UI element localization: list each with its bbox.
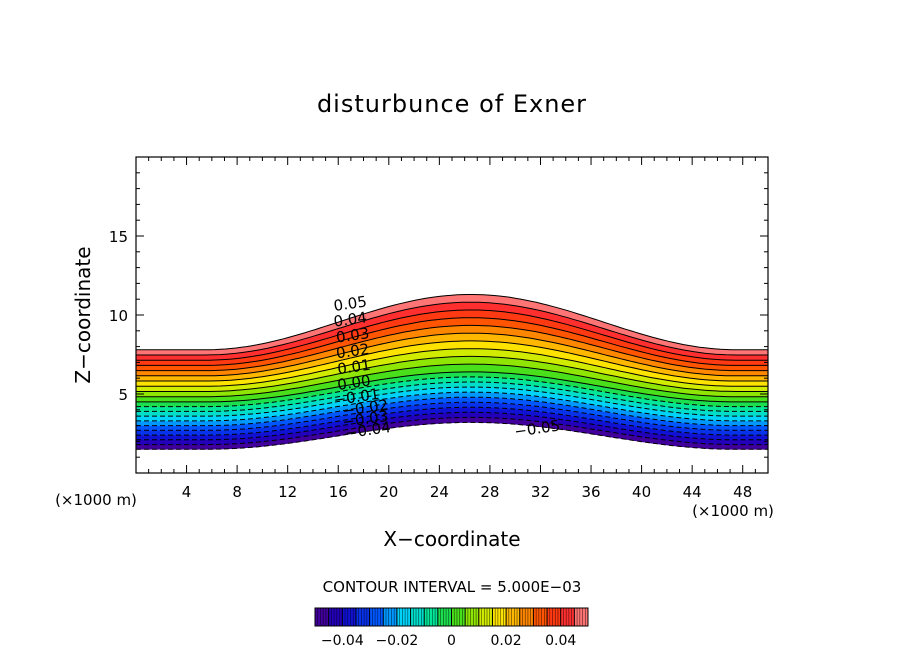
contour-line [136, 406, 768, 436]
x-tick-label: 16 [329, 483, 348, 501]
colorbar-tick-label: 0 [447, 633, 456, 649]
colorbar-swatch [492, 608, 507, 626]
colorbar-swatch [465, 608, 480, 626]
x-tick-label: 40 [632, 483, 651, 501]
axis-ticks [136, 157, 768, 473]
colorbar-swatch [560, 608, 575, 626]
colorbar-frame [314, 607, 589, 627]
contour-line [136, 391, 768, 422]
colorbar-swatch [574, 608, 589, 626]
contour-line [136, 411, 768, 441]
contour-label: 0.03 [335, 324, 371, 346]
y-axis-unit: (×1000 m) [55, 491, 137, 509]
colorbar-swatch [437, 608, 452, 626]
colorbar-swatch [328, 608, 343, 626]
x-tick-labels: 4 8 12 16 20 24 28 32 36 40 44 48 [182, 483, 752, 501]
y-tick-label: 15 [109, 228, 128, 246]
colorbar-swatch [478, 608, 493, 626]
contour-line [136, 363, 768, 398]
contour-line [136, 348, 768, 387]
contour-label: 0.02 [335, 340, 371, 362]
contour-label: 0.05 [332, 292, 368, 314]
colorbar-swatch [410, 608, 425, 626]
x-tick-label: 8 [232, 483, 242, 501]
y-tick-label: 5 [118, 386, 128, 404]
contour-line [136, 381, 768, 412]
contour-line [136, 340, 768, 382]
chart-title: disturbunce of Exner [317, 90, 587, 118]
contour-line [136, 371, 768, 403]
contour-line [136, 309, 768, 361]
x-tick-label: 28 [480, 483, 499, 501]
colorbar-swatch [383, 608, 398, 626]
x-tick-label: 48 [733, 483, 752, 501]
x-axis-unit: (×1000 m) [692, 502, 774, 520]
contour-line [136, 294, 768, 351]
colorbar-tick-label: 0.02 [491, 633, 522, 649]
contour-line [136, 301, 768, 356]
colorbar-labels: −0.04 −0.02 0 0.02 0.04 [321, 633, 577, 649]
colorbar-swatch [451, 608, 466, 626]
contour-line [136, 386, 768, 417]
contour-line [136, 421, 768, 450]
contour-line [136, 324, 768, 372]
x-tick-label: 44 [683, 483, 702, 501]
x-tick-label: 32 [531, 483, 550, 501]
colorbar-swatch [547, 608, 562, 626]
x-tick-label: 4 [182, 483, 192, 501]
contour-lines [136, 294, 768, 450]
colorbar-swatch [424, 608, 439, 626]
x-tick-label: 12 [278, 483, 297, 501]
contour-line [136, 376, 768, 408]
colorbar-swatch [506, 608, 521, 626]
contour-line [136, 401, 768, 431]
colorbar-swatch [342, 608, 357, 626]
contour-interval-text: CONTOUR INTERVAL = 5.000E−03 [323, 578, 582, 596]
contour-label: 0.01 [336, 356, 372, 378]
contour-line [136, 317, 768, 366]
colorbar-swatch [396, 608, 412, 626]
y-axis-label: Z−coordinate [71, 246, 95, 383]
contour-line [136, 396, 768, 427]
colorbar-tick-label: −0.02 [375, 633, 418, 649]
colorbar-tick-label: 0.04 [545, 633, 576, 649]
x-tick-label: 24 [430, 483, 449, 501]
x-tick-label: 20 [379, 483, 398, 501]
x-axis-label: X−coordinate [383, 527, 520, 551]
colorbar-swatch [369, 608, 384, 626]
contour-label: 0.00 [336, 371, 372, 393]
colorbar-swatch [355, 608, 371, 626]
contour-line [136, 416, 768, 446]
y-tick-label: 10 [109, 307, 128, 325]
contour-labels: 0.050.040.030.020.010.00−0.01−0.02−0.03−… [332, 292, 561, 442]
y-tick-labels: 5 10 15 [109, 228, 128, 404]
colorbar [314, 608, 589, 626]
contour-label: 0.04 [332, 308, 368, 330]
x-tick-label: 36 [581, 483, 600, 501]
colorbar-swatch [315, 608, 330, 626]
colorbar-swatch [519, 608, 534, 626]
contour-line [136, 332, 768, 377]
contour-line [136, 355, 768, 392]
colorbar-tick-label: −0.04 [321, 633, 364, 649]
colorbar-swatch [533, 608, 548, 626]
